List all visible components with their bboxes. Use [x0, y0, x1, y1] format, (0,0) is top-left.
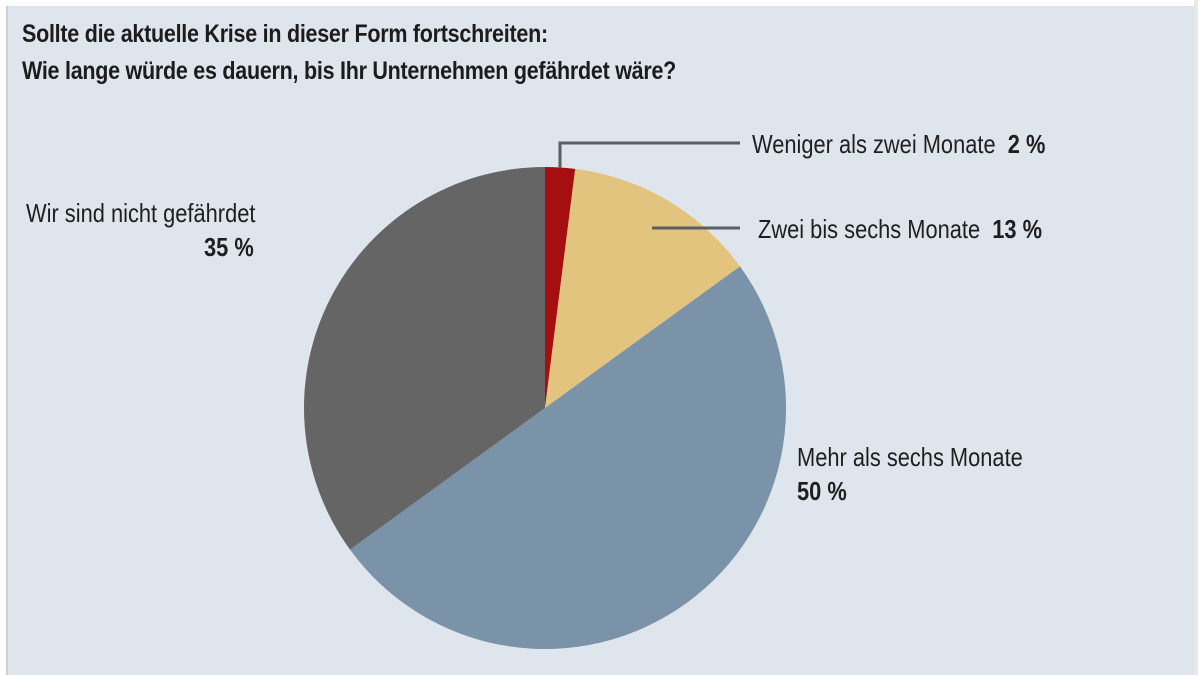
title-line-2: Wie lange würde es dauern, bis Ihr Unter… [22, 57, 677, 85]
label-weniger-pct: 2 % [1007, 129, 1046, 159]
label-mehr-pct: 50 % [797, 476, 847, 506]
label-nicht-pct: 35 % [203, 232, 254, 262]
pie-slice-weniger [545, 167, 576, 408]
title-line-1: Sollte die aktuelle Krise in dieser Form… [22, 20, 548, 48]
label-zwei-bis-sechs: Zwei bis sechs Monate 13 % [758, 212, 1042, 246]
label-weniger: Weniger als zwei Monate 2 % [752, 127, 1045, 161]
label-mehr: Mehr als sechs Monate 50 % [797, 440, 1023, 508]
frame-edge [1194, 0, 1198, 675]
label-mehr-text: Mehr als sechs Monate [797, 442, 1023, 472]
pie-slice-mehr [350, 266, 787, 649]
leader-line-weniger [558, 141, 740, 168]
label-weniger-text: Weniger als zwei Monate [752, 129, 996, 159]
chart-title: Sollte die aktuelle Krise in dieser Form… [22, 16, 676, 90]
label-zwei-text: Zwei bis sechs Monate [758, 214, 981, 244]
pie-slice-nicht [303, 167, 545, 550]
label-zwei-pct: 13 % [992, 214, 1043, 244]
label-nicht: Wir sind nicht gefährdet 35 % [26, 196, 255, 264]
label-nicht-text: Wir sind nicht gefährdet [26, 198, 256, 228]
